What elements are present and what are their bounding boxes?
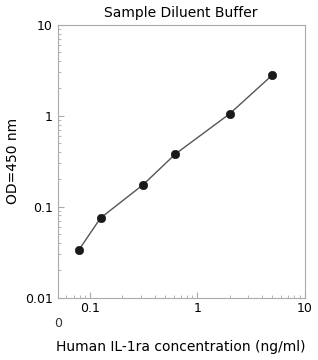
Text: 0: 0: [54, 318, 62, 330]
Title: Sample Diluent Buffer: Sample Diluent Buffer: [104, 5, 258, 19]
Y-axis label: OD=450 nm: OD=450 nm: [5, 118, 19, 204]
X-axis label: Human IL-1ra concentration (ng/ml): Human IL-1ra concentration (ng/ml): [56, 341, 306, 355]
